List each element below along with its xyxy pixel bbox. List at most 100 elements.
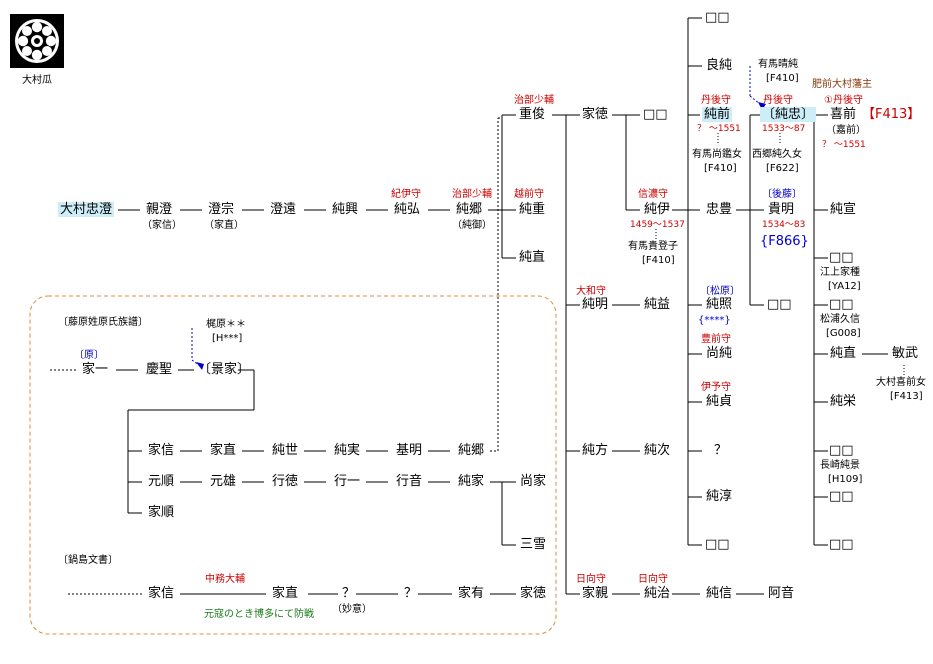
person-ienao-b: 家直	[272, 586, 299, 601]
person-shigetoshi: 重俊	[519, 107, 546, 122]
person-iechika: 家親	[582, 586, 609, 601]
person-sumimasu: 純益	[644, 297, 671, 312]
person-right-box2: □□	[829, 297, 854, 312]
title-jibu-shige: 治部少輔	[514, 95, 554, 106]
crest-label: 大村瓜	[22, 75, 52, 86]
person-toshitake: 敏武	[892, 346, 919, 361]
person-takaakira: 貴明	[768, 202, 795, 217]
alias-sumimune: （家直）	[204, 220, 244, 231]
person-ienao-a: 家直	[210, 443, 237, 458]
note-arima-koko-ref: [F410]	[642, 255, 675, 266]
note-egami: 江上家種	[820, 267, 860, 278]
person-iearu: 家有	[458, 586, 485, 601]
person-yukinori: 行徳	[272, 474, 299, 489]
section-fujiwara: 〔藤原姓原氏族譜〕	[58, 317, 148, 328]
person-naozumi: 尚純	[706, 346, 733, 361]
note-arima-haru: 有馬晴純	[758, 59, 798, 70]
person-yukioto: 行音	[396, 474, 423, 489]
person-sumito: 澄遠	[270, 202, 297, 217]
note-kajiwara-ref: [H***]	[212, 333, 243, 344]
note-omura-daughter: 大村喜前女	[876, 377, 926, 388]
person-yukikazu: 行一	[334, 474, 361, 489]
person-sumisaki: 純前	[702, 107, 733, 122]
alias-chikasumi: （家信）	[142, 220, 182, 231]
person-sumiteru: 純照	[706, 297, 733, 312]
alias-sumisato: （純御）	[452, 220, 492, 231]
person-keisei: 慶聖	[146, 362, 173, 377]
person-ienobu-b: 家信	[148, 586, 175, 601]
surname-goto: 〔後藤〕	[762, 189, 802, 200]
person-right-box1: □□	[829, 250, 854, 265]
person-sumikata: 純方	[582, 443, 609, 458]
person-top-box: □□	[705, 10, 730, 25]
note-saigo-ref: [F622]	[766, 163, 799, 174]
person-naoie: 尚家	[520, 474, 547, 489]
person-yoshisaki: 喜前	[830, 107, 857, 122]
person-mid-box: □□	[767, 297, 792, 312]
title-jibu-sumisato: 治部少輔	[452, 189, 492, 200]
person-motoyori: 元順	[148, 474, 175, 489]
note-omura-daughter-ref: [F413]	[890, 391, 923, 402]
person-anon: 阿音	[768, 586, 795, 601]
person-sumitsugu: 純次	[644, 443, 671, 458]
title-buzen: 豊前守	[701, 334, 731, 345]
title-nakatsukasa: 中務大輔	[205, 574, 245, 585]
person-sumimune2: 純宣	[830, 202, 857, 217]
title-tango-1: ①丹後守	[824, 95, 863, 106]
note-arima-koko: 有馬貴登子	[628, 241, 678, 252]
title-iyo: 伊予守	[701, 382, 731, 393]
title-hyuga-b: 日向守	[638, 574, 668, 585]
person-right-box3: □□	[829, 443, 854, 458]
dates-yoshisaki: ？ ～1551	[822, 140, 866, 150]
person-question-a: ？	[714, 443, 728, 458]
note-arima-daughter: 有馬尚鑑女	[692, 149, 742, 160]
section-nabeshima: 〔鍋島文書〕	[58, 555, 118, 566]
person-sumihiro: 純弘	[394, 202, 421, 217]
person-right-box5: □□	[829, 537, 854, 552]
title-shinano: 信濃守	[638, 189, 668, 200]
ref-takaakira: {F866}	[760, 234, 809, 249]
person-sumiatsu: 純淳	[706, 489, 733, 504]
person-tadazumi: 大村忠澄	[58, 202, 115, 217]
dates-sumitada: 1533～87	[762, 124, 806, 134]
title-kii: 紀伊守	[391, 189, 421, 200]
note-arima-daughter-ref: [F410]	[704, 163, 737, 174]
person-sansetsu: 三雪	[520, 537, 547, 552]
person-suminao-a: 純直	[519, 250, 546, 265]
note-saigo-daughter: 西郷純久女	[752, 149, 802, 160]
note-genko: 元寇のとき博多にて防戦	[204, 609, 314, 620]
person-sumimune: 澄宗	[208, 202, 235, 217]
person-suminao-b: 純直	[830, 346, 857, 361]
person-sumisato: 純郷	[456, 202, 483, 217]
person-yoshizumi: 良純	[706, 58, 733, 73]
person-bottom-box: □□	[705, 537, 730, 552]
alias-yoshisaki: （嘉前）	[826, 125, 866, 136]
note-arima-haru-ref: [F410]	[766, 73, 799, 84]
person-sumitada: 〔純忠〕	[760, 107, 817, 122]
person-right-box4: □□	[829, 489, 854, 504]
ref-yoshisaki: 【F413】	[862, 107, 921, 122]
person-sumisada: 純貞	[706, 394, 733, 409]
person-sumisato-b: 純郷	[458, 443, 485, 458]
title-hizen-lord: 肥前大村藩主	[812, 79, 872, 90]
title-tango-b: 丹後守	[763, 95, 793, 106]
person-motoaki: 基明	[396, 443, 423, 458]
surname-hara: 〔原〕	[74, 350, 104, 361]
dates-sumikore: 1459～1537	[630, 220, 685, 230]
dates-sumisaki: ？ ～1551	[697, 124, 741, 134]
person-sumizane: 純実	[334, 443, 361, 458]
dates-takaakira: 1534～83	[762, 220, 806, 230]
person-sumiakira: 純明	[582, 297, 609, 312]
person-sumiyo: 純世	[272, 443, 299, 458]
title-hyuga-a: 日向守	[576, 574, 606, 585]
person-sumiei: 純栄	[830, 394, 857, 409]
person-sumikore: 純伊	[644, 202, 671, 217]
person-ietoku-b: 家徳	[520, 586, 547, 601]
note-nagasaki-ref: [H109]	[828, 474, 863, 485]
alias-myoi: （妙意）	[332, 604, 372, 615]
surname-matsubara: 〔松原〕	[700, 286, 740, 297]
person-ienobu-a: 家信	[148, 443, 175, 458]
person-question-b: ？	[342, 586, 356, 601]
